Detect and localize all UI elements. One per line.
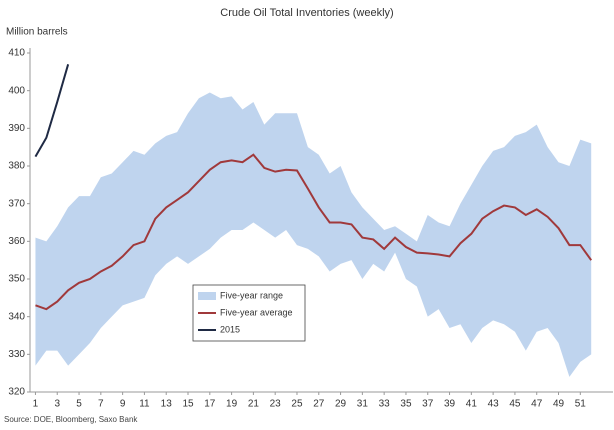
x-tick-label: 41 bbox=[466, 399, 478, 410]
y-tick-label: 340 bbox=[8, 311, 25, 322]
legend-label: Five-year range bbox=[220, 290, 283, 300]
x-tick-label: 51 bbox=[575, 399, 587, 410]
range-band bbox=[35, 92, 592, 377]
x-tick-label: 25 bbox=[291, 399, 303, 410]
y-tick-label: 360 bbox=[8, 236, 25, 247]
chart-title: Crude Oil Total Inventories (weekly) bbox=[220, 7, 393, 19]
x-tick-label: 31 bbox=[357, 399, 369, 410]
x-tick-label: 13 bbox=[161, 399, 173, 410]
x-tick-label: 17 bbox=[204, 399, 216, 410]
x-tick-label: 21 bbox=[248, 399, 260, 410]
legend-label: Five-year average bbox=[220, 307, 293, 317]
y-tick-label: 400 bbox=[8, 85, 25, 96]
legend-swatch bbox=[198, 292, 216, 300]
series-line bbox=[35, 153, 593, 311]
y-tick-label: 370 bbox=[8, 198, 25, 209]
x-tick-label: 11 bbox=[139, 399, 150, 410]
x-tick-label: 19 bbox=[226, 399, 238, 410]
x-tick-label: 33 bbox=[379, 399, 391, 410]
y-tick-label: 390 bbox=[8, 123, 25, 134]
x-tick-label: 37 bbox=[422, 399, 434, 410]
x-tick-label: 15 bbox=[182, 399, 194, 410]
y-tick-label: 320 bbox=[8, 387, 25, 398]
source-note: Source: DOE, Bloomberg, Saxo Bank bbox=[4, 415, 138, 424]
x-tick-label: 7 bbox=[98, 399, 104, 410]
x-tick-label: 23 bbox=[270, 399, 282, 410]
x-tick-label: 29 bbox=[335, 399, 347, 410]
y-tick-label: 410 bbox=[8, 48, 25, 59]
y-tick-label: 380 bbox=[8, 161, 25, 172]
y-axis-label: Million barrels bbox=[6, 27, 68, 38]
x-tick-label: 47 bbox=[531, 399, 543, 410]
x-tick-label: 1 bbox=[33, 399, 39, 410]
x-tick-label: 49 bbox=[553, 399, 565, 410]
x-tick-label: 45 bbox=[509, 399, 521, 410]
y-tick-label: 350 bbox=[8, 274, 25, 285]
x-tick-label: 5 bbox=[76, 399, 82, 410]
x-tick-label: 3 bbox=[54, 399, 60, 410]
y-tick-label: 330 bbox=[8, 349, 25, 360]
x-tick-label: 39 bbox=[444, 399, 456, 410]
x-tick-label: 9 bbox=[120, 399, 126, 410]
legend-label: 2015 bbox=[220, 324, 240, 334]
series-line bbox=[34, 64, 70, 158]
x-tick-label: 43 bbox=[488, 399, 500, 410]
x-tick-label: 27 bbox=[313, 399, 325, 410]
x-tick-label: 35 bbox=[400, 399, 412, 410]
legend: Five-year range Five-year average 2015 bbox=[192, 284, 306, 342]
